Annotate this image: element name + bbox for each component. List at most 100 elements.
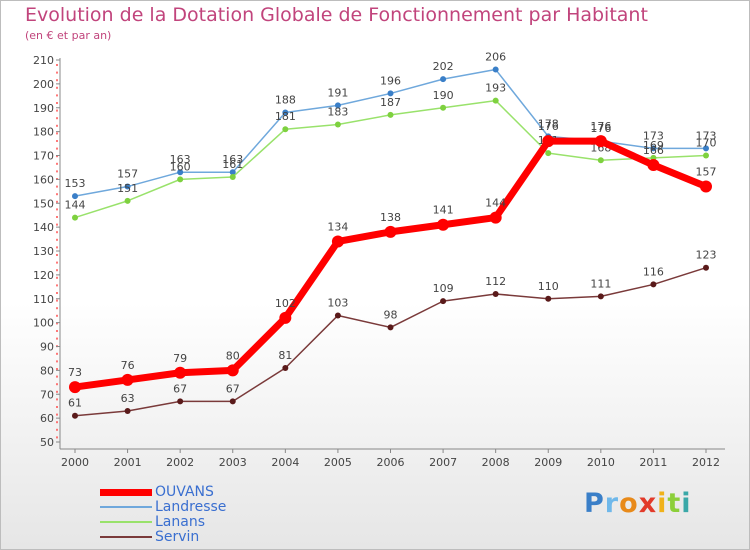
data-label-landresse: 153 xyxy=(65,177,86,190)
data-label-ouvans: 76 xyxy=(121,359,135,372)
data-label-lanans: 169 xyxy=(643,139,664,152)
data-point-lanans xyxy=(72,214,78,221)
data-point-servin xyxy=(545,295,552,302)
data-label-ouvans: 141 xyxy=(433,204,454,217)
logo-letter: x xyxy=(638,488,658,519)
data-point-landresse xyxy=(492,66,499,73)
logo-letter: P xyxy=(584,488,605,519)
data-point-ouvans xyxy=(331,235,344,248)
data-point-landresse xyxy=(177,169,184,176)
legend-swatch xyxy=(100,536,152,538)
logo-letter: o xyxy=(619,488,639,519)
data-label-ouvans: 144 xyxy=(485,197,506,210)
y-tick-label: 200 xyxy=(33,78,54,91)
data-label-landresse: 163 xyxy=(170,153,191,166)
data-point-landresse xyxy=(650,145,657,152)
data-label-landresse: 178 xyxy=(538,117,559,130)
y-tick-label: 210 xyxy=(33,54,54,67)
data-label-lanans: 193 xyxy=(485,82,506,95)
y-tick-label: 140 xyxy=(33,221,54,234)
data-label-ouvans: 176 xyxy=(538,120,559,133)
y-tick-label: 50 xyxy=(40,436,54,449)
data-label-ouvans: 157 xyxy=(696,166,717,179)
data-label-servin: 103 xyxy=(327,296,348,309)
data-label-landresse: 173 xyxy=(643,129,664,142)
data-label-servin: 112 xyxy=(485,275,506,288)
data-point-lanans xyxy=(229,173,236,180)
x-tick-label: 2003 xyxy=(219,456,247,469)
data-point-lanans xyxy=(282,126,289,133)
series-line-servin xyxy=(74,266,707,417)
logo-letter: r xyxy=(604,488,620,519)
data-point-landresse xyxy=(124,183,131,190)
legend-item-servin: Servin xyxy=(100,529,300,545)
x-tick-label: 2002 xyxy=(166,456,194,469)
data-label-lanans: 181 xyxy=(275,110,296,123)
data-point-lanans xyxy=(124,197,131,204)
x-tick-label: 2005 xyxy=(324,456,352,469)
data-label-landresse: 206 xyxy=(485,51,506,64)
data-point-lanans xyxy=(177,176,184,183)
data-point-lanans xyxy=(597,157,604,164)
logo-letter: i xyxy=(657,488,668,519)
data-label-servin: 67 xyxy=(173,382,187,395)
data-label-landresse: 188 xyxy=(275,94,296,107)
data-point-servin xyxy=(597,293,604,300)
y-tick-label: 150 xyxy=(33,197,54,210)
x-tick-label: 2008 xyxy=(482,456,510,469)
data-point-servin xyxy=(387,324,394,331)
data-label-ouvans: 138 xyxy=(380,211,401,224)
y-tick-label: 170 xyxy=(33,150,54,163)
legend-swatch xyxy=(100,488,152,496)
chart-legend: OUVANS Landresse Lanans Servin xyxy=(100,484,300,545)
x-tick-label: 2001 xyxy=(114,456,142,469)
series-line-landresse xyxy=(74,68,706,197)
x-tick-label: 2006 xyxy=(377,456,405,469)
data-point-ouvans xyxy=(594,135,607,148)
data-label-lanans: 160 xyxy=(170,160,191,173)
data-label-lanans: 170 xyxy=(696,137,717,150)
series-line-ouvans xyxy=(74,137,708,391)
y-tick-label: 90 xyxy=(40,341,54,354)
data-point-ouvans xyxy=(647,159,660,172)
data-label-landresse: 202 xyxy=(433,60,454,73)
data-label-servin: 116 xyxy=(643,265,664,278)
data-point-ouvans xyxy=(226,364,239,377)
legend-label: Landresse xyxy=(155,499,227,515)
data-point-lanans xyxy=(387,111,394,118)
data-label-ouvans: 102 xyxy=(275,297,296,310)
y-tick-label: 110 xyxy=(33,293,54,306)
data-label-ouvans: 166 xyxy=(643,144,664,157)
data-point-ouvans xyxy=(384,225,397,238)
data-point-servin xyxy=(282,364,289,371)
data-point-lanans xyxy=(492,97,499,104)
logo-letter: i xyxy=(681,488,692,519)
data-point-lanans xyxy=(440,104,447,111)
data-label-lanans: 151 xyxy=(117,182,138,195)
data-point-servin xyxy=(124,407,131,414)
data-label-ouvans: 73 xyxy=(68,366,82,379)
data-point-ouvans xyxy=(700,180,712,193)
data-label-lanans: 190 xyxy=(433,89,454,102)
data-label-servin: 110 xyxy=(538,280,559,293)
data-point-landresse xyxy=(72,193,78,200)
data-point-lanans xyxy=(703,152,709,159)
data-point-ouvans xyxy=(121,373,134,386)
data-point-ouvans xyxy=(69,381,81,394)
x-tick-label: 2004 xyxy=(271,456,299,469)
data-label-ouvans: 176 xyxy=(590,120,611,133)
data-label-landresse: 157 xyxy=(117,168,138,181)
data-point-ouvans xyxy=(489,211,502,224)
data-point-servin xyxy=(177,398,184,405)
data-label-lanans: 161 xyxy=(222,158,243,171)
y-tick-label: 100 xyxy=(33,317,54,330)
data-point-servin xyxy=(650,281,657,288)
data-label-servin: 109 xyxy=(433,282,454,295)
data-label-servin: 63 xyxy=(121,392,135,405)
data-point-landresse xyxy=(334,102,341,109)
data-point-servin xyxy=(334,312,341,319)
data-point-servin xyxy=(492,290,499,297)
data-label-ouvans: 79 xyxy=(173,352,187,365)
